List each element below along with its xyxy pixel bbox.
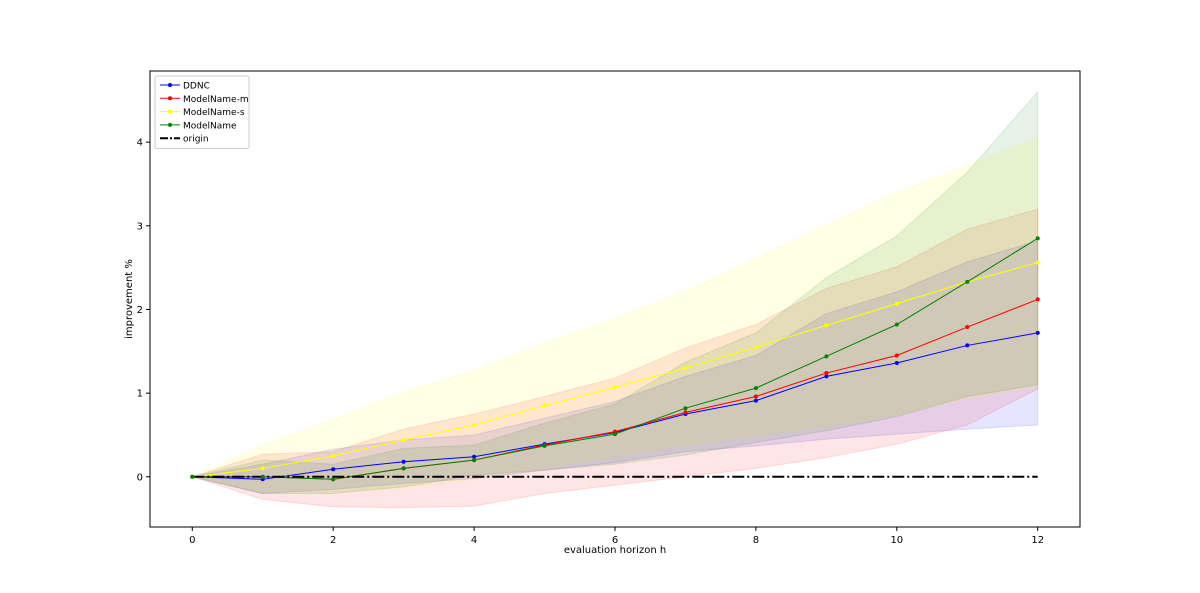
modelname-m-point: [894, 353, 899, 358]
ddnc-point: [965, 343, 970, 348]
x-tick-label: 6: [612, 535, 618, 546]
modelname-m-point: [1035, 297, 1040, 302]
x-tick-label: 12: [1031, 535, 1044, 546]
ddnc-point: [401, 459, 406, 464]
modelname-point: [613, 432, 617, 437]
modelname-point: [472, 458, 477, 463]
modelname-s-point: [613, 385, 617, 390]
legend-marker-modelname-s: [168, 109, 172, 114]
modelname-point: [965, 279, 970, 284]
legend-marker-modelname-m: [168, 96, 172, 101]
modelname-s-point: [260, 466, 265, 471]
legend-label-ddnc: DDNC: [183, 82, 210, 92]
ddnc-point: [824, 374, 829, 379]
y-tick-label: 3: [137, 221, 143, 232]
modelname-point: [401, 466, 406, 471]
legend-label-modelname: ModelName: [183, 121, 237, 131]
modelname-point: [1035, 236, 1040, 241]
ddnc-point: [1035, 330, 1040, 335]
modelname-s-point: [894, 301, 899, 306]
modelname-m-point: [683, 410, 688, 415]
modelname-m-point: [965, 325, 970, 330]
modelname-s-point: [824, 323, 829, 328]
y-tick-label: 0: [137, 472, 143, 483]
x-tick-label: 8: [753, 535, 759, 546]
modelname-point: [683, 406, 688, 411]
modelname-s-point: [401, 437, 406, 442]
x-tick-label: 0: [189, 535, 195, 546]
modelname-s-point: [472, 422, 477, 427]
legend-marker-ddnc: [168, 83, 172, 87]
modelname-point: [542, 443, 547, 448]
y-axis-ticks: 0 1 2 3 4: [137, 138, 150, 483]
ddnc-point: [894, 361, 899, 366]
modelname-point: [190, 474, 195, 479]
modelname-point: [331, 477, 336, 482]
modelname-m-point: [824, 371, 829, 376]
modelname-s-point: [1035, 260, 1040, 265]
legend: DDNC ModelName-m ModelName-s ModelName origi…: [154, 75, 250, 149]
legend-box: [154, 75, 250, 149]
modelname-s-point: [542, 403, 547, 408]
modelname-m-point: [753, 394, 758, 399]
ddnc-point: [753, 398, 758, 403]
x-tick-label: 10: [890, 535, 903, 546]
modelname-point: [894, 322, 899, 327]
modelname-s-point: [331, 453, 336, 458]
confidence-bands: [190, 90, 1039, 509]
modelname-s-point: [683, 366, 688, 371]
y-axis-label: improvement %: [124, 259, 135, 339]
y-tick-label: 4: [137, 138, 143, 149]
x-tick-label: 2: [330, 535, 336, 546]
x-axis-ticks: 0 2 4 6 8 10 12: [189, 527, 1044, 546]
legend-label-modelname-m: ModelName-m: [183, 95, 249, 105]
series-markers: [190, 236, 1040, 482]
modelname-point: [260, 474, 265, 479]
legend-label-origin: origin: [183, 135, 209, 145]
y-tick-label: 1: [137, 389, 143, 400]
ddnc-point: [331, 467, 336, 472]
ddnc-point: [472, 454, 477, 459]
legend-marker-modelname: [168, 122, 172, 127]
legend-label-modelname-s: ModelName-s: [183, 108, 245, 118]
x-axis-label: evaluation horizon h: [564, 545, 666, 556]
x-tick-label: 4: [471, 535, 477, 546]
y-tick-label: 2: [137, 305, 143, 316]
modelname-point: [824, 354, 829, 359]
modelname-point: [753, 386, 758, 391]
modelname-s-point: [753, 345, 758, 350]
